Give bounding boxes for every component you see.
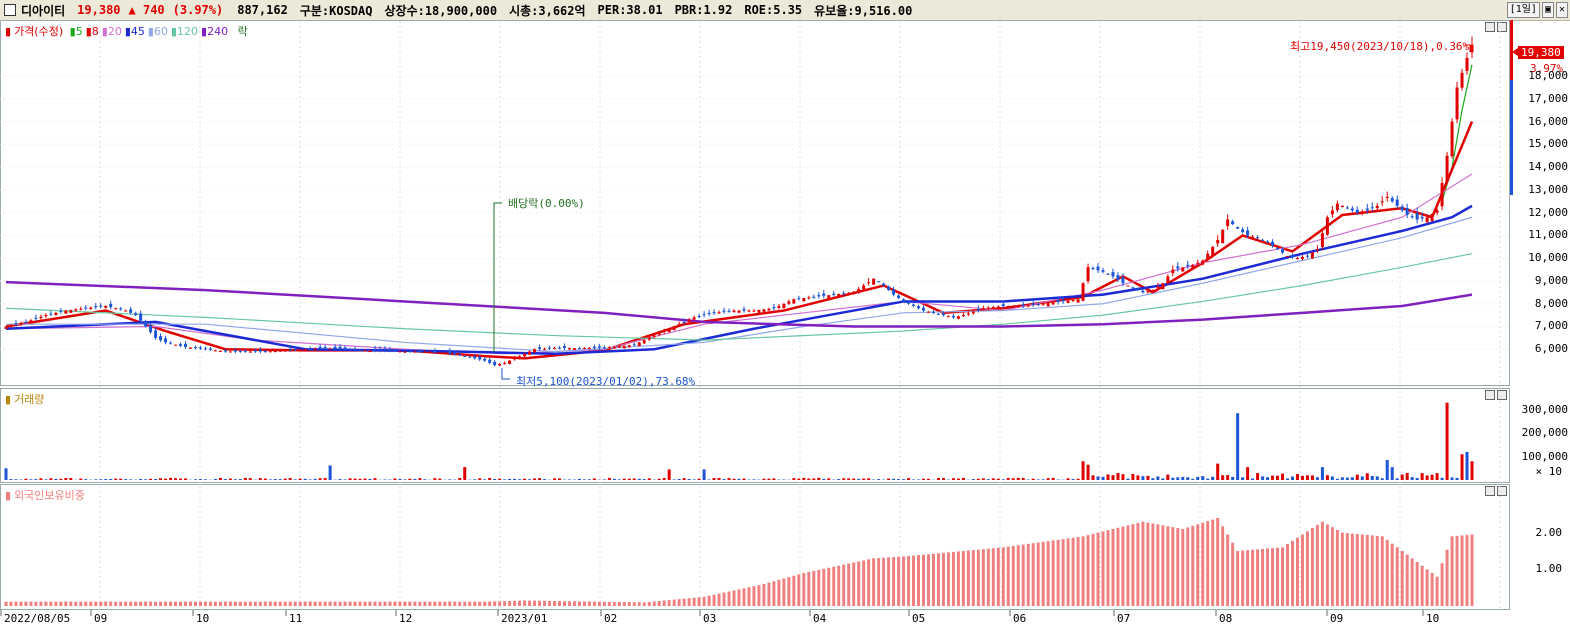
- price-tick: 16,000: [1528, 114, 1568, 128]
- dividend-annotation: 배당락(0.00%): [508, 197, 585, 210]
- price-legend-label: 가격(수정): [14, 25, 64, 38]
- date-tick: 10: [1426, 612, 1440, 625]
- volume-tick: 300,000: [1521, 402, 1568, 416]
- current-price-tag: 19,380: [1518, 46, 1564, 59]
- date-tick: 06: [1013, 612, 1027, 625]
- foreign-legend-label: 외국인보유비중: [14, 489, 85, 502]
- market-type: 구분:KOSDAQ: [299, 3, 373, 18]
- close-button[interactable]: ✕: [1555, 2, 1568, 18]
- ma-legend: ▮5 ▮8 ▮20 ▮45 ▮60 ▮120 ▮240: [70, 25, 231, 38]
- price-panel-buttons: [1485, 22, 1507, 32]
- low-annotation: 최저5,100(2023/01/02),73.68%: [516, 375, 696, 388]
- foreign-panel-max-button[interactable]: [1485, 486, 1495, 496]
- roe-value: ROE:5.35: [744, 3, 803, 17]
- price-legend-marker: ▮: [5, 25, 12, 38]
- panel-max-button[interactable]: [1485, 22, 1495, 32]
- foreign-legend-marker: ▮: [5, 489, 12, 502]
- listed-shares: 상장수:18,900,000: [384, 3, 498, 18]
- price-panel[interactable]: ▮ 가격(수정) ▮5 ▮8 ▮20 ▮45 ▮60 ▮120 ▮240 락: [0, 20, 1510, 386]
- volume-legend-marker: ▮: [5, 393, 12, 406]
- per-value: PER:38.01: [597, 3, 663, 17]
- date-tick: 2023/01: [501, 612, 548, 625]
- pbr-value: PBR:1.92: [674, 3, 733, 17]
- foreign-tick: 2.00: [1535, 525, 1563, 539]
- date-tick: 11: [289, 612, 303, 625]
- ma-legend-240: ▮240: [201, 25, 229, 38]
- period-button[interactable]: [1일]: [1506, 2, 1540, 18]
- ma-legend-5: ▮5: [69, 25, 83, 38]
- date-tick: 08: [1219, 612, 1233, 625]
- volume-legend-label: 거래량: [14, 393, 45, 406]
- high-annotation: 최고19,450(2023/10/18),0.36%: [1290, 40, 1470, 53]
- volume-tick: 100,000: [1521, 449, 1568, 463]
- select-checkbox[interactable]: [4, 4, 16, 16]
- price-tick: 13,000: [1528, 182, 1568, 196]
- volume-legend: ▮ 거래량: [5, 391, 47, 407]
- price-tick: 8,000: [1534, 296, 1568, 310]
- ma-legend-120: ▮120: [170, 25, 199, 38]
- date-tick: 09: [1330, 612, 1344, 625]
- foreign-panel[interactable]: ▮ 외국인보유비중: [0, 484, 1510, 610]
- price-tick: 6,000: [1534, 342, 1568, 356]
- foreign-legend: ▮ 외국인보유비중: [5, 487, 88, 503]
- date-tick: 09: [94, 612, 108, 625]
- price-range-bar-low: [1510, 80, 1513, 195]
- panel-close-button[interactable]: [1497, 22, 1507, 32]
- date-tick: 07: [1117, 612, 1131, 625]
- foreign-panel-close-button[interactable]: [1497, 486, 1507, 496]
- price-change-percent: (3.97%): [172, 3, 224, 17]
- ma-legend-20: ▮20: [101, 25, 122, 38]
- drop-legend-label: 락: [237, 25, 248, 38]
- ma-legend-45: ▮45: [124, 25, 145, 38]
- price-tick: 7,000: [1534, 319, 1568, 333]
- volume-unit: × 10: [1535, 465, 1563, 478]
- ma-legend-8: ▮8: [85, 25, 99, 38]
- date-tick: 2022/08/05: [4, 612, 71, 625]
- minimize-button[interactable]: ▣: [1541, 2, 1554, 18]
- price-tick: 11,000: [1528, 228, 1568, 242]
- volume-tick: 200,000: [1521, 426, 1568, 440]
- volume-value: 887,162: [237, 3, 288, 17]
- price-tick: 18,000: [1528, 69, 1568, 83]
- volume-panel[interactable]: ▮ 거래량: [0, 388, 1510, 483]
- current-price: 19,380: [77, 3, 121, 17]
- price-legend: ▮ 가격(수정) ▮5 ▮8 ▮20 ▮45 ▮60 ▮120 ▮240 락: [5, 23, 251, 39]
- price-tick: 10,000: [1528, 251, 1568, 265]
- date-tick: 02: [604, 612, 618, 625]
- reserve-ratio: 유보율:9,516.00: [814, 3, 913, 18]
- price-tick: 15,000: [1528, 137, 1568, 151]
- ma-legend-60: ▮60: [147, 25, 168, 38]
- volume-panel-max-button[interactable]: [1485, 390, 1495, 400]
- foreign-panel-buttons: [1485, 486, 1507, 496]
- current-pct-label: 3.97%: [1530, 62, 1564, 75]
- price-tick: 17,000: [1528, 91, 1568, 105]
- price-change: ▲ 740: [128, 3, 165, 17]
- volume-panel-buttons: [1485, 390, 1507, 400]
- date-tick: 12: [399, 612, 413, 625]
- price-tick: 14,000: [1528, 160, 1568, 174]
- volume-panel-close-button[interactable]: [1497, 390, 1507, 400]
- foreign-tick: 1.00: [1535, 562, 1563, 576]
- market-cap: 시총:3,662억: [509, 3, 586, 18]
- date-tick: 05: [912, 612, 926, 625]
- price-tick: 9,000: [1534, 273, 1568, 287]
- date-tick: 03: [703, 612, 717, 625]
- price-tick: 12,000: [1528, 205, 1568, 219]
- date-tick: 04: [813, 612, 827, 625]
- title-bar: 디아이티 19,380 ▲ 740 (3.97%) 887,162 구분:KOS…: [0, 0, 1570, 21]
- stock-name: 디아이티: [21, 3, 66, 18]
- date-tick: 10: [196, 612, 210, 625]
